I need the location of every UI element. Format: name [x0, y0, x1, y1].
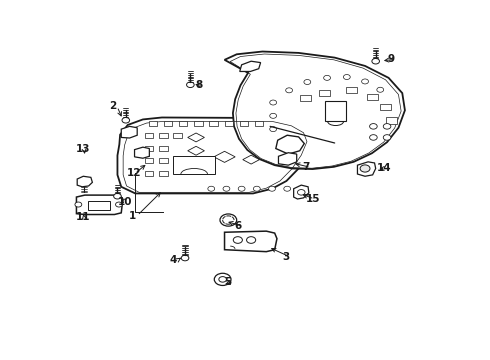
- Bar: [209, 121, 218, 126]
- Circle shape: [219, 276, 226, 282]
- Polygon shape: [76, 195, 123, 215]
- Circle shape: [304, 80, 311, 85]
- Bar: [325, 100, 346, 121]
- Text: 6: 6: [234, 221, 241, 231]
- Bar: [386, 117, 396, 123]
- Circle shape: [220, 214, 237, 226]
- Circle shape: [238, 186, 245, 191]
- Polygon shape: [276, 135, 304, 154]
- Circle shape: [233, 237, 243, 243]
- Text: 13: 13: [75, 144, 90, 154]
- Circle shape: [270, 113, 276, 118]
- Circle shape: [360, 165, 370, 172]
- Bar: [145, 171, 153, 176]
- Bar: [380, 104, 391, 110]
- Text: 14: 14: [377, 163, 392, 174]
- Circle shape: [246, 237, 256, 243]
- Polygon shape: [135, 147, 149, 158]
- Text: 7: 7: [302, 162, 310, 172]
- Circle shape: [372, 58, 379, 64]
- Circle shape: [269, 186, 275, 191]
- Polygon shape: [243, 155, 260, 164]
- Text: 10: 10: [118, 197, 132, 207]
- Circle shape: [208, 186, 215, 191]
- Circle shape: [383, 123, 391, 129]
- Polygon shape: [240, 61, 261, 72]
- Text: 2: 2: [109, 102, 116, 111]
- Circle shape: [286, 88, 293, 93]
- Circle shape: [369, 135, 377, 140]
- Bar: [159, 146, 168, 151]
- Bar: [88, 201, 110, 210]
- Bar: [224, 121, 233, 126]
- Text: 4: 4: [170, 255, 177, 265]
- Polygon shape: [118, 117, 314, 193]
- Text: 12: 12: [126, 168, 141, 179]
- Circle shape: [324, 75, 330, 80]
- Bar: [173, 156, 215, 174]
- Bar: [159, 171, 168, 176]
- Circle shape: [377, 87, 384, 92]
- Bar: [179, 121, 187, 126]
- Circle shape: [297, 190, 305, 195]
- Bar: [145, 158, 153, 163]
- Bar: [346, 87, 357, 93]
- Circle shape: [114, 193, 121, 199]
- Circle shape: [214, 273, 231, 285]
- Bar: [159, 158, 168, 163]
- Circle shape: [284, 186, 291, 191]
- Polygon shape: [121, 126, 137, 138]
- Circle shape: [253, 186, 260, 191]
- Text: 9: 9: [388, 54, 395, 64]
- Polygon shape: [224, 51, 405, 169]
- Bar: [240, 121, 248, 126]
- Text: 3: 3: [282, 252, 290, 262]
- Bar: [367, 94, 378, 100]
- Bar: [164, 121, 172, 126]
- Bar: [194, 121, 202, 126]
- Circle shape: [270, 127, 276, 132]
- Polygon shape: [77, 176, 93, 187]
- Circle shape: [187, 82, 194, 87]
- Circle shape: [270, 100, 276, 105]
- Text: 8: 8: [195, 80, 202, 90]
- Polygon shape: [188, 146, 204, 155]
- Bar: [173, 133, 182, 138]
- Text: 11: 11: [75, 212, 90, 222]
- Bar: [300, 95, 311, 102]
- Circle shape: [75, 202, 82, 207]
- Circle shape: [223, 186, 230, 191]
- Bar: [159, 133, 168, 138]
- Text: 1: 1: [129, 211, 136, 221]
- Bar: [319, 90, 330, 96]
- Text: 15: 15: [306, 194, 320, 204]
- Circle shape: [116, 202, 122, 207]
- Circle shape: [369, 123, 377, 129]
- Circle shape: [362, 79, 368, 84]
- Bar: [145, 133, 153, 138]
- Polygon shape: [214, 151, 235, 162]
- Bar: [145, 146, 153, 151]
- Circle shape: [343, 75, 350, 80]
- Polygon shape: [294, 185, 309, 199]
- Text: 5: 5: [224, 276, 231, 287]
- Polygon shape: [224, 231, 277, 252]
- Circle shape: [181, 255, 189, 261]
- Bar: [255, 121, 263, 126]
- Circle shape: [383, 135, 391, 140]
- Polygon shape: [188, 133, 204, 142]
- Circle shape: [122, 117, 130, 123]
- Bar: [148, 121, 157, 126]
- Polygon shape: [358, 162, 376, 176]
- Polygon shape: [278, 153, 297, 165]
